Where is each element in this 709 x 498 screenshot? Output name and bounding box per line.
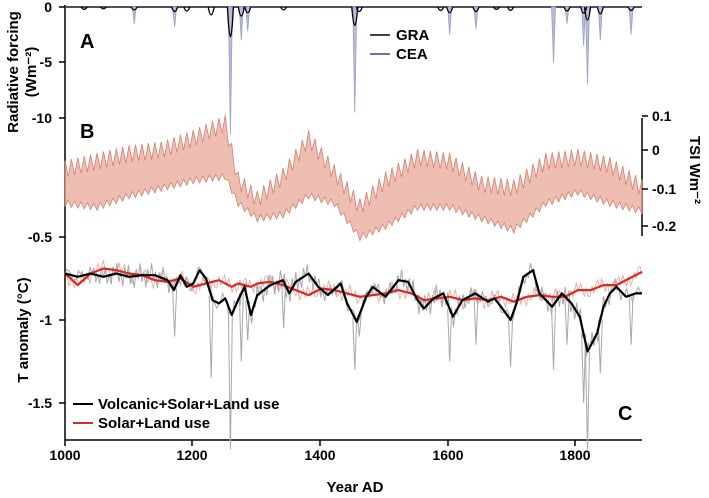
forcing-spikes-layer xyxy=(65,6,642,135)
temperature-spike xyxy=(508,319,514,367)
legend-label-vsl: Volcanic+Solar+Land use xyxy=(98,396,279,413)
temperature-spike xyxy=(245,300,251,340)
ytick-label: -5 xyxy=(40,54,53,70)
ytick-label: -1.5 xyxy=(28,395,52,411)
gra-spike xyxy=(355,6,363,13)
cea-spike xyxy=(131,6,137,24)
tsi-area-layer xyxy=(64,114,643,242)
cea-spike xyxy=(551,6,556,63)
ytick-label: 0.1 xyxy=(652,108,672,124)
temperature-spike xyxy=(208,295,214,379)
ytick-label: -10 xyxy=(32,110,52,126)
temperature-spike xyxy=(172,288,178,337)
legend-label-gra: GRA xyxy=(396,27,430,44)
ytick-label: -0.1 xyxy=(652,181,676,197)
temperature-spike xyxy=(356,314,362,337)
temperature-spike xyxy=(352,317,358,370)
ytick-label: -0.2 xyxy=(652,218,676,234)
cea-spike xyxy=(352,6,358,113)
temperature-spike xyxy=(447,308,453,362)
gra-spike xyxy=(226,6,235,37)
cea-spike xyxy=(245,6,251,32)
volcanic-solar-landuse-line xyxy=(64,269,642,353)
cea-spike xyxy=(473,6,479,30)
axes-frame xyxy=(64,5,643,441)
x-ticks: 1000 1200 1400 1600 1800 xyxy=(49,440,591,463)
gra-spike xyxy=(130,6,138,11)
ytick-label: 0 xyxy=(652,142,660,158)
legend-label-sl: Solar+Land use xyxy=(98,415,210,432)
xtick-label: 1800 xyxy=(559,447,590,463)
gra-spike xyxy=(80,6,88,10)
gra-spike xyxy=(492,6,501,10)
cea-spike xyxy=(581,6,587,46)
temperature-spike xyxy=(281,281,287,329)
gra-spike xyxy=(183,6,191,12)
xtick-label: 1400 xyxy=(304,447,335,463)
gra-spike xyxy=(506,6,515,12)
ytick-label: 0 xyxy=(44,0,52,15)
gra-spike xyxy=(563,6,571,12)
panel-label-a: A xyxy=(80,31,94,53)
gra-spike xyxy=(596,6,604,15)
temperature-spike xyxy=(551,304,557,370)
legend-c: Volcanic+Solar+Land use Solar+Land use xyxy=(73,396,279,432)
gra-spike xyxy=(280,6,288,11)
radiative-forcing-unit: (Wm⁻²) xyxy=(23,47,40,97)
gra-spike xyxy=(99,6,107,10)
legend-label-cea: CEA xyxy=(396,46,428,63)
gra-spike xyxy=(351,6,359,27)
gra-spike xyxy=(627,6,635,12)
gra-spike xyxy=(171,6,179,13)
temperature-spike xyxy=(628,294,634,345)
panel-a-yticks: 0 -5 -10 xyxy=(32,0,65,126)
gra-spike xyxy=(446,6,454,14)
gra-spike xyxy=(237,6,245,17)
xtick-label: 1000 xyxy=(49,447,80,463)
temperature-spike xyxy=(473,293,479,345)
gra-spike xyxy=(583,6,592,21)
gra-spike xyxy=(244,6,252,14)
gra-spike xyxy=(437,6,445,12)
cea-spike xyxy=(228,6,233,135)
temperature-spike xyxy=(585,351,591,450)
temperature-spike xyxy=(597,319,603,374)
radiative-forcing-label: Radiative forcing xyxy=(5,11,22,133)
gra-spike xyxy=(207,6,215,16)
panel-b-yticks: 0.1 0 -0.1 -0.2 xyxy=(642,108,676,234)
panel-c-yticks: -0.5 -1 -1.5 xyxy=(28,229,65,411)
xtick-label: 1600 xyxy=(432,447,463,463)
panel-label-b: B xyxy=(80,121,94,143)
gra-spike xyxy=(580,6,588,14)
cea-spike xyxy=(597,6,603,41)
t-anomaly-label: T anomaly (°C) xyxy=(15,277,32,382)
panel-label-c: C xyxy=(618,403,632,425)
temperature-lines-layer xyxy=(64,267,643,353)
cea-spike xyxy=(585,6,590,85)
temperature-spike xyxy=(238,293,244,362)
tsi-label: TSI Wm⁻² xyxy=(686,136,703,204)
solar-landuse-line xyxy=(64,267,643,303)
ytick-label: -0.5 xyxy=(28,229,52,245)
x-axis-label: Year AD xyxy=(327,479,384,496)
temperature-spike xyxy=(227,311,233,450)
cea-spike xyxy=(172,6,178,28)
legend-a: GRA CEA xyxy=(370,27,430,63)
cea-spike xyxy=(628,6,634,35)
xtick-label: 1200 xyxy=(176,447,207,463)
cea-spike xyxy=(447,6,453,35)
temperature-spike xyxy=(564,298,570,345)
ytick-label: -1 xyxy=(40,312,53,328)
tsi-envelope xyxy=(64,114,643,242)
temperature-spike xyxy=(581,334,587,404)
gra-spike xyxy=(472,6,480,13)
